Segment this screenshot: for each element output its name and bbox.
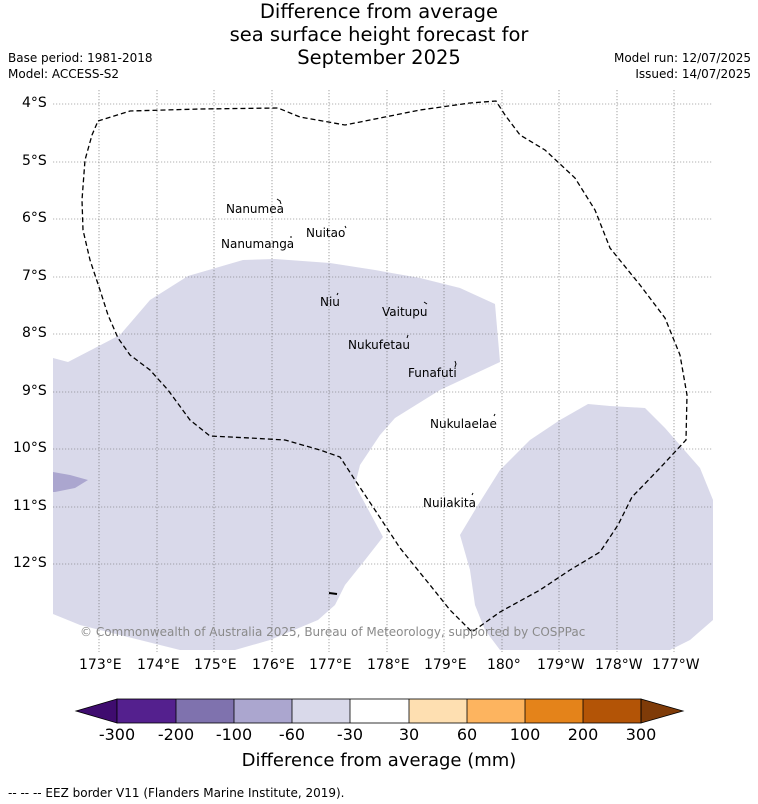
lat-tick: 9°S [22, 383, 47, 399]
place-label-nanumanga: Nanumanga [221, 237, 295, 251]
lat-tick: 6°S [22, 210, 47, 226]
title-line-1: Difference from average [259, 0, 499, 23]
colorbar-extend-high [640, 698, 685, 724]
copyright-notice: © Commonwealth of Australia 2025, Bureau… [80, 625, 586, 639]
colorbar-segment [350, 699, 409, 723]
lon-tick: 177°W [652, 657, 700, 673]
lat-tick: 5°S [22, 153, 47, 169]
lat-tick: 7°S [22, 268, 47, 284]
island-vaitupu [423, 301, 428, 305]
lon-tick: 175°E [194, 657, 237, 673]
island-markers [276, 198, 496, 595]
anomaly-region-southeast [460, 404, 713, 650]
place-label-vaitupu: Vaitupu [382, 305, 428, 319]
colorbar-label: -60 [278, 725, 306, 744]
colorbar-label: -100 [215, 725, 253, 744]
colorbar-segment [176, 699, 234, 723]
colorbar-segment [467, 699, 525, 723]
place-label-nuilakita: Nuilakita [423, 496, 476, 510]
colorbar-title: Difference from average (mm) [241, 750, 517, 771]
colorbar-segment [292, 699, 350, 723]
colorbar-segment [583, 699, 641, 723]
eez-legend-note: -- -- -- EEZ border V11 (Flanders Marine… [8, 786, 345, 800]
colorbar-label: 300 [625, 725, 657, 744]
colorbar-label: 60 [456, 725, 478, 744]
lon-tick: 178°W [595, 657, 643, 673]
island-reef-south [328, 592, 338, 595]
graticule [53, 90, 713, 652]
colorbar-segment [234, 699, 292, 723]
map-title: Difference from average sea surface heig… [0, 0, 758, 69]
colorbar-label: 30 [398, 725, 420, 744]
colorbar-extend-low [74, 698, 118, 724]
place-label-niu: Niu [320, 295, 340, 309]
lon-tick: 174°E [137, 657, 180, 673]
anomaly-region-west [53, 259, 500, 650]
colorbar-segment [117, 699, 176, 723]
colorbar-label: 100 [509, 725, 541, 744]
lon-tick: 179°E [424, 657, 467, 673]
place-label-nukulaelae: Nukulaelae [430, 417, 497, 431]
lon-tick: 177°E [309, 657, 352, 673]
issued-label: Issued: 14/07/2025 [635, 67, 751, 81]
place-label-nanumea: Nanumea [226, 202, 284, 216]
island-nuitao [344, 225, 347, 229]
lon-tick: 176°E [252, 657, 295, 673]
lat-tick: 12°S [13, 555, 47, 571]
colorbar-label: -30 [336, 725, 364, 744]
colorbar-label: 200 [567, 725, 599, 744]
base-period-label: Base period: 1981-2018 [8, 51, 153, 65]
island-niu [336, 292, 339, 296]
island-funafuti [454, 360, 457, 368]
eez-border [81, 100, 688, 633]
anomaly-fill-layer [53, 259, 713, 650]
title-line-3: September 2025 [297, 46, 461, 69]
island-nukufetau [406, 334, 409, 339]
anomaly-patch-stronger [53, 472, 88, 492]
colorbar-label: -200 [157, 725, 195, 744]
place-label-nukufetau: Nukufetau [348, 338, 411, 352]
island-nuilakita [471, 492, 474, 496]
colorbar-segment [409, 699, 467, 723]
island-nukulaelae [493, 413, 496, 417]
title-line-2: sea surface height forecast for [229, 23, 529, 46]
lon-tick: 178°E [367, 657, 410, 673]
lat-tick: 4°S [22, 95, 47, 111]
island-nanumea [276, 198, 282, 205]
colorbar-label: -300 [98, 725, 136, 744]
colorbar-segment [525, 699, 583, 723]
lon-tick: 179°W [537, 657, 585, 673]
place-label-funafuti: Funafuti [408, 366, 457, 380]
lat-tick: 10°S [13, 440, 47, 456]
lon-tick: 180° [487, 657, 521, 673]
place-label-nuitao: Nuitao [306, 226, 346, 240]
model-run-label: Model run: 12/07/2025 [613, 51, 751, 65]
lon-tick: 173°E [79, 657, 122, 673]
model-label: Model: ACCESS-S2 [8, 67, 120, 81]
lat-tick: 11°S [13, 498, 47, 514]
lat-tick: 8°S [22, 325, 47, 341]
